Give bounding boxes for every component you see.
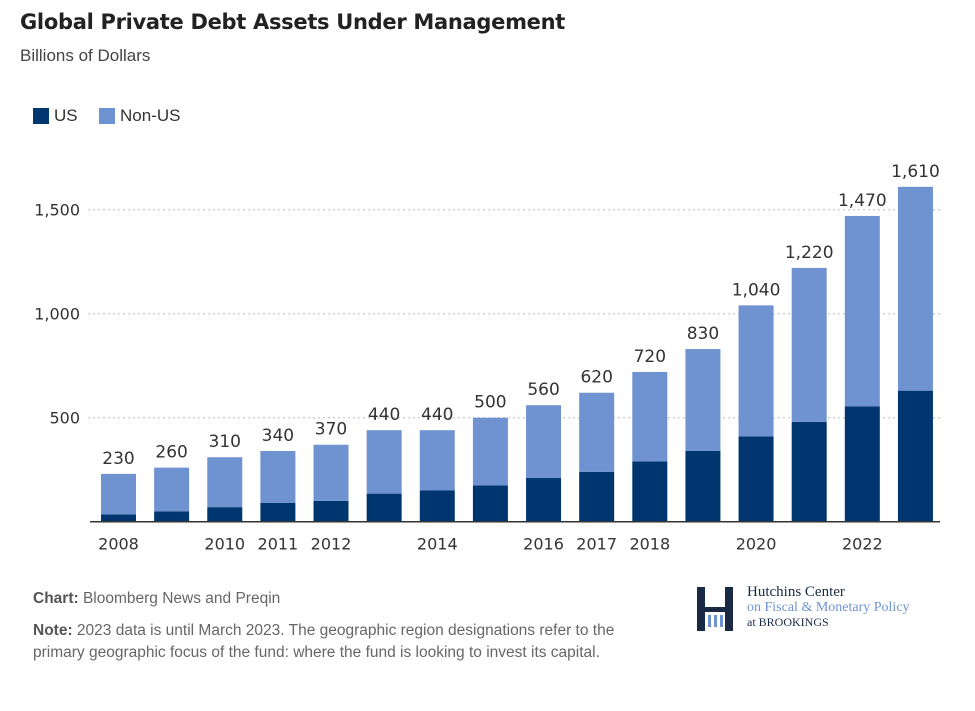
chart-note: Note: 2023 data is until March 2023. The…	[33, 620, 633, 664]
legend-label-non-us: Non-US	[120, 106, 181, 125]
logo-line-2: on Fiscal & Monetary Policy	[747, 600, 910, 615]
data-label-2008: 230	[102, 449, 134, 469]
data-label-2019: 830	[687, 324, 719, 344]
note-label: Note:	[33, 622, 73, 639]
bar-non-us-2021	[791, 267, 827, 422]
data-label-2013: 440	[368, 405, 400, 425]
data-label-2018: 720	[634, 347, 666, 367]
hutchins-logo-icon	[697, 587, 733, 631]
bar-non-us-2020	[738, 305, 774, 437]
data-label-2015: 500	[474, 393, 506, 413]
data-label-2023: 1,610	[891, 162, 940, 182]
y-tick-label: 500	[49, 409, 80, 428]
legend-label-us: US	[54, 106, 78, 125]
bar-non-us-2008	[101, 473, 136, 515]
data-label-2011: 340	[262, 426, 294, 446]
note-text: 2023 data is until March 2023. The geogr…	[33, 622, 615, 661]
bar-us-2022	[844, 406, 880, 522]
y-tick-label: 1,500	[34, 201, 80, 220]
bar-non-us-2012	[313, 444, 349, 501]
legend-item-us: US	[33, 106, 78, 126]
chart-title: Global Private Debt Assets Under Managem…	[20, 10, 565, 34]
bar-non-us-2017	[579, 392, 615, 472]
x-tick-label: 2008	[98, 535, 139, 554]
x-tick-label: 2012	[311, 535, 352, 554]
bar-us-2018	[632, 461, 668, 522]
bar-us-2020	[738, 436, 774, 522]
bar-us-2015	[472, 485, 508, 522]
data-label-2012: 370	[315, 420, 347, 440]
bar-us-2019	[685, 450, 721, 522]
bar-us-2014	[419, 490, 455, 522]
bar-us-2010	[207, 507, 243, 522]
x-tick-label: 2016	[523, 535, 564, 554]
bar-us-2008	[101, 514, 136, 522]
bar-non-us-2009	[154, 467, 190, 512]
bar-us-2011	[260, 502, 296, 522]
bar-non-us-2023	[897, 186, 933, 391]
bar-us-2017	[579, 471, 615, 522]
data-label-2021: 1,220	[785, 243, 834, 263]
x-tick-label: 2020	[736, 535, 777, 554]
logo-line-3: at BROOKINGS	[747, 615, 829, 629]
hutchins-brookings-logo: Hutchins Center on Fiscal & Monetary Pol…	[697, 585, 910, 633]
data-label-2020: 1,040	[732, 280, 781, 300]
y-tick-label: 1,000	[34, 305, 80, 324]
bar-non-us-2014	[419, 430, 455, 491]
x-tick-label: 2011	[258, 535, 299, 554]
data-label-2010: 310	[209, 432, 241, 452]
data-label-2017: 620	[580, 368, 612, 388]
logo-line-1: Hutchins Center	[747, 584, 845, 600]
legend-swatch-us	[33, 108, 49, 124]
bar-chart: 500 1,000 1,500 230 2008 260 310 2010 340 2011 370…	[34, 162, 940, 554]
source-text: Bloomberg News and Preqin	[82, 590, 281, 607]
x-tick-label: 2014	[417, 535, 458, 554]
x-tick-label: 2010	[204, 535, 245, 554]
bar-non-us-2022	[844, 215, 880, 407]
bar-us-2023	[897, 390, 933, 522]
data-label-2009: 260	[155, 443, 187, 463]
source-label: Chart:	[33, 590, 79, 607]
bar-us-2009	[154, 511, 190, 522]
bar-non-us-2015	[472, 417, 508, 486]
x-tick-label: 2017	[576, 535, 617, 554]
bar-non-us-2016	[526, 405, 562, 479]
x-tick-label: 2022	[842, 535, 883, 554]
bar-non-us-2010	[207, 457, 243, 508]
bar-us-2016	[526, 478, 562, 522]
bar-us-2021	[791, 421, 827, 522]
x-tick-label: 2018	[629, 535, 670, 554]
bar-non-us-2019	[685, 349, 721, 451]
data-label-2016: 560	[527, 380, 559, 400]
bar-non-us-2011	[260, 450, 296, 503]
legend-item-non-us: Non-US	[99, 106, 180, 126]
chart-source: Chart: Bloomberg News and Preqin	[33, 588, 280, 610]
bar-us-2013	[366, 493, 402, 522]
legend-swatch-non-us	[99, 108, 115, 124]
chart-subtitle: Billions of Dollars	[20, 46, 151, 65]
bar-non-us-2013	[366, 430, 402, 494]
bar-us-2012	[313, 500, 349, 522]
data-label-2014: 440	[421, 405, 453, 425]
data-label-2022: 1,470	[838, 191, 887, 211]
bar-non-us-2018	[632, 371, 668, 462]
